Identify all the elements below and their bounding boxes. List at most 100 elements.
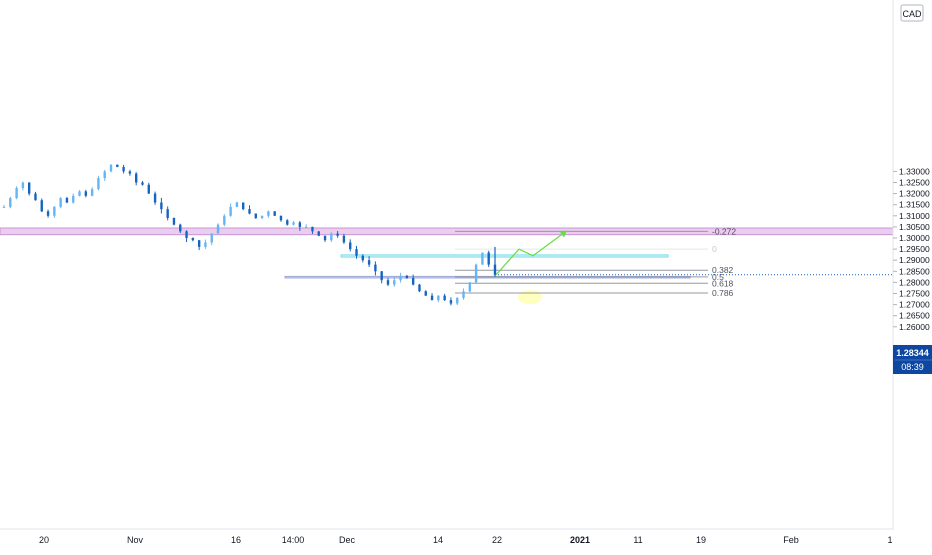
candle-body [336,233,339,236]
price-tick-label: 1.32000 [899,189,930,199]
candle-body [185,231,188,238]
time-tick-label: Feb [783,535,799,545]
price-tick-label: 1.29000 [899,255,930,265]
candle-body [298,222,302,227]
time-tick-label: 2021 [570,535,590,545]
candle-body [405,275,409,278]
time-tick-label: 1 [887,535,892,545]
time-axis[interactable]: 20 Nov 16 14:00 Dec 14 22 2021 11 19 Feb 1 [0,528,893,545]
candle-body [393,280,396,285]
projection-arrowhead [560,230,567,238]
projection-path[interactable] [495,230,567,276]
price-tick-label: 1.31500 [899,200,930,210]
candle-body [210,233,213,243]
candle-body [9,198,12,207]
time-tick-label: 22 [492,535,502,545]
candle-body [166,209,169,219]
time-tick-label: 16 [231,535,241,545]
candle-body [424,291,427,296]
candle-body [311,226,314,232]
candle-body [267,211,270,216]
candle-body [122,166,125,172]
price-tick-label: 1.26000 [899,322,930,332]
candle-body [487,252,490,265]
candle-body [147,184,150,194]
candle-body [323,235,327,241]
price-tick-label: 1.30000 [899,233,930,243]
candle-body [342,235,346,243]
candle-body [40,200,43,212]
candle-body [481,252,484,265]
candle-body [153,193,157,203]
time-tick-label: 20 [39,535,49,545]
fib-level-label: 0.786 [712,288,734,298]
candle-body [456,297,459,304]
candle-body [399,275,402,281]
time-tick-label: Dec [339,535,356,545]
candle-body [141,182,144,185]
candle-body [172,218,176,225]
annotation-zones [0,227,894,304]
candle-body [229,206,232,216]
candle-body [116,164,119,167]
fib-level-label: 0.618 [712,278,734,288]
candle-body [286,220,289,225]
price-tick-label: 1.29500 [899,244,930,254]
candle-body [430,295,434,301]
candle-body [103,171,106,179]
candle-body [2,206,6,208]
candle-body [279,215,283,221]
current-price-tag: 1.28344 08:39 [893,345,932,374]
candle-body [317,231,320,236]
candle-body [134,173,138,183]
candle-body [179,224,182,232]
time-tick-label: 14:00 [282,535,305,545]
candle-body [59,198,62,207]
candles [2,164,893,306]
time-tick-label: 19 [696,535,706,545]
resistance-zone[interactable] [0,227,894,236]
candle-body [53,206,56,216]
candle-body [90,189,94,196]
fib-level-label: 0.5 [712,272,724,282]
target-zone[interactable] [340,254,669,258]
candle-body [21,182,25,189]
price-axis[interactable]: CAD 1.330001.325001.320001.315001.310001… [892,0,932,530]
candle-body [386,280,390,285]
price-tick-label: 1.33000 [899,166,930,176]
candle-body [78,191,81,196]
candle-body [248,209,251,214]
candle-body [223,215,226,225]
currency-badge[interactable] [900,4,924,22]
candle-body [72,195,75,203]
candle-body [160,202,163,210]
bar-countdown: 08:39 [901,362,924,372]
candle-body [65,198,69,203]
candle-body [84,191,88,196]
candle-body [128,171,132,174]
time-tick-label: 14 [433,535,443,545]
candle-body [474,264,478,283]
price-tick-label: 1.30500 [899,222,930,232]
candle-body [216,224,220,234]
price-tick-label: 1.27500 [899,289,930,299]
candle-body [349,242,352,250]
projection-line[interactable] [495,230,567,276]
price-tick-label: 1.28500 [899,266,930,276]
time-tick-label: Nov [127,535,144,545]
fib-level-label: 0 [712,244,717,254]
candle-body [46,211,50,216]
candle-body [97,178,100,190]
fib-level-label: -0.272 [712,226,736,236]
currency-label: CAD [902,9,922,19]
price-tick-label: 1.27000 [899,300,930,310]
price-tick-label: 1.31000 [899,211,930,221]
candle-body [367,260,371,265]
candle-body [437,295,440,301]
price-tick-label: 1.26500 [899,311,930,321]
candle-body [273,211,276,216]
candle-body [374,264,377,272]
